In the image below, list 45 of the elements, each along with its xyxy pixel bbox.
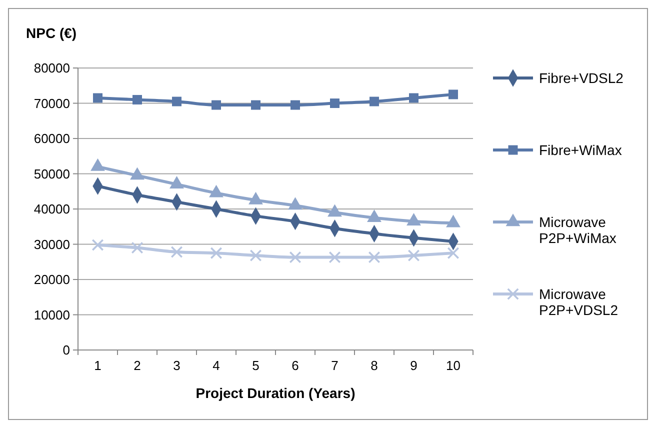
- x-tick-label: 10: [446, 358, 460, 373]
- y-tick-label: 80000: [34, 60, 70, 76]
- legend-label: Microwave P2P+VDSL2: [539, 286, 618, 318]
- x-axis-title: Project Duration (Years): [196, 385, 356, 401]
- point: [92, 238, 104, 251]
- point: [93, 93, 102, 103]
- legend-label: Microwave P2P+WiMax: [539, 214, 616, 246]
- point: [210, 247, 222, 260]
- legend-label: Fibre+VDSL2: [539, 70, 624, 86]
- x-tick-label: 7: [331, 358, 338, 373]
- point: [131, 242, 144, 254]
- point: [448, 90, 458, 100]
- point: [370, 96, 379, 106]
- x-tick-label: 3: [173, 358, 180, 373]
- x-tick-label: 2: [134, 358, 141, 373]
- x-tick-label: 6: [292, 358, 299, 373]
- x-tick-label: 5: [252, 358, 260, 373]
- x-tick-label: 9: [410, 358, 418, 373]
- point: [251, 100, 260, 110]
- point: [409, 93, 418, 103]
- point: [330, 98, 340, 108]
- y-tick-label: 0: [62, 342, 70, 358]
- point: [408, 250, 420, 262]
- point: [170, 246, 183, 258]
- y-tick-label: 30000: [34, 236, 70, 252]
- point: [368, 251, 380, 264]
- y-tick-label: 50000: [34, 166, 70, 182]
- x-tick-label: 8: [370, 358, 378, 373]
- point: [290, 100, 300, 110]
- x-tick-label: 1: [94, 358, 102, 373]
- y-axis-title: NPC (€): [26, 25, 77, 41]
- y-tick-label: 40000: [34, 202, 70, 217]
- y-tick-label: 70000: [34, 96, 70, 111]
- y-tick-label: 10000: [34, 307, 70, 322]
- legend-label: Fibre+WiMax: [539, 142, 622, 158]
- point: [328, 251, 341, 264]
- point: [447, 247, 460, 260]
- point: [289, 251, 302, 264]
- point: [132, 94, 142, 104]
- point: [172, 96, 182, 106]
- x-tick-label: 4: [212, 358, 220, 373]
- y-tick-label: 20000: [34, 272, 70, 288]
- point: [250, 250, 262, 262]
- point: [212, 100, 221, 110]
- y-tick-label: 60000: [34, 131, 70, 146]
